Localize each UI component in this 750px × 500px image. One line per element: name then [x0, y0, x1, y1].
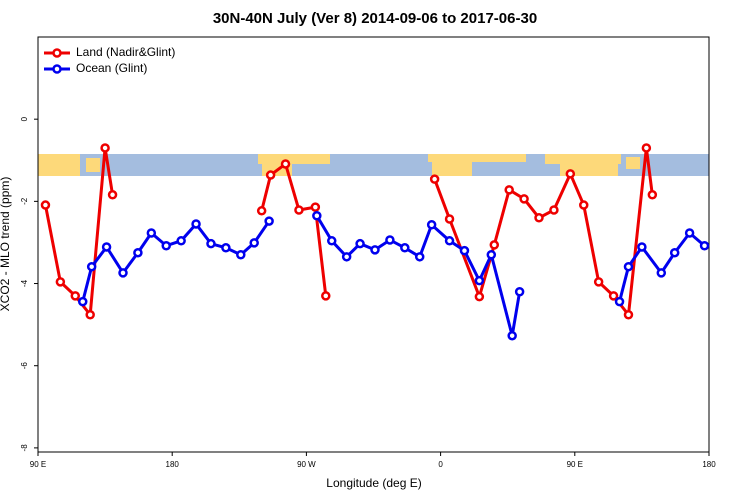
legend-label: Land (Nadir&Glint) [76, 45, 175, 59]
data-point [514, 287, 525, 297]
x-axis-label: Longitude (deg E) [326, 476, 421, 490]
chart-title: 30N-40N July (Ver 8) 2014-09-06 to 2017-… [213, 10, 537, 27]
data-point [534, 213, 544, 223]
y-tick-label: -4 [20, 279, 29, 287]
data-point [40, 200, 51, 210]
y-axis-label: XCO2 - MLO trend (ppm) [0, 177, 12, 312]
data-point [77, 296, 88, 307]
data-point [107, 190, 118, 200]
data-point [312, 210, 322, 221]
plot-frame [37, 36, 710, 453]
data-point [249, 238, 259, 248]
data-point [100, 143, 110, 153]
data-point [341, 252, 352, 262]
data-point [444, 236, 455, 246]
y-tick-label: -2 [20, 197, 29, 205]
data-point [426, 220, 437, 230]
data-point [206, 238, 216, 249]
data-point [221, 243, 231, 253]
x-tick-label: 90 E [30, 460, 46, 469]
data-point [593, 277, 604, 287]
data-point [647, 190, 658, 200]
data-point [400, 243, 410, 253]
data-point [519, 194, 529, 204]
data-point [608, 291, 619, 301]
series-line [81, 214, 706, 337]
data-point [614, 296, 625, 307]
data-point [565, 169, 576, 179]
data-point [504, 185, 514, 195]
data-point [256, 206, 267, 216]
y-tick-label: -8 [20, 444, 29, 452]
x-tick-label: 90 W [297, 460, 316, 469]
data-point [191, 219, 201, 229]
y-tick-label: -6 [20, 362, 29, 370]
data-point [176, 236, 186, 246]
data-point [486, 250, 497, 260]
data-point [294, 205, 304, 215]
x-tick-label: 90 E [567, 460, 583, 469]
x-tick-label: 180 [702, 460, 716, 469]
data-point [656, 268, 667, 278]
data-point [489, 240, 500, 250]
legend-marker [52, 64, 62, 74]
data-point [101, 242, 112, 252]
data-point [321, 291, 331, 301]
data-point [623, 261, 634, 272]
data-point [641, 143, 652, 153]
x-tick-label: 180 [166, 460, 180, 469]
data-point [118, 268, 128, 278]
data-point [236, 250, 246, 260]
data-point [669, 247, 680, 258]
data-point [85, 310, 95, 320]
data-point [55, 277, 66, 287]
data-point [385, 235, 395, 245]
data-point [444, 214, 455, 224]
data-point [474, 275, 485, 286]
data-point [310, 202, 321, 212]
data-point [414, 252, 425, 262]
data-point [280, 159, 291, 169]
data-point [699, 240, 710, 251]
legend-label: Ocean (Glint) [76, 61, 147, 75]
map-strip [38, 154, 709, 176]
data-point [578, 200, 589, 210]
x-tick-label: 0 [438, 460, 443, 469]
data-point [459, 245, 470, 256]
data-point [507, 330, 517, 341]
legend-marker [52, 48, 62, 58]
y-tick-label: 0 [20, 116, 29, 121]
data-point [133, 247, 143, 258]
data-point [370, 245, 380, 255]
data-point [70, 291, 81, 301]
data-point [86, 261, 97, 272]
data-point [146, 228, 157, 238]
data-point [429, 174, 440, 184]
data-point [474, 291, 485, 302]
data-point [355, 238, 365, 249]
data-point [623, 310, 634, 320]
data-point [264, 216, 274, 226]
data-point [549, 205, 559, 215]
data-point [684, 228, 695, 238]
data-point [161, 240, 171, 251]
data-point [637, 242, 647, 252]
data-point [326, 236, 337, 246]
data-point [265, 170, 276, 180]
